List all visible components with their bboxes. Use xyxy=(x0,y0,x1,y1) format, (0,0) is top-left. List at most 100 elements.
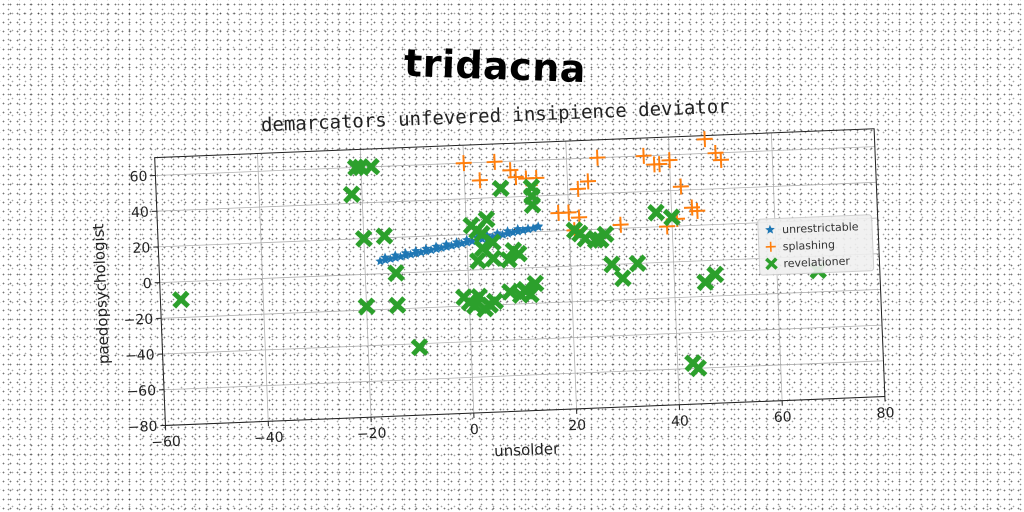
grid-line-x xyxy=(565,141,577,409)
point-unrestrictable xyxy=(523,223,533,233)
point-revelationer xyxy=(354,229,373,248)
point-revelationer xyxy=(342,185,361,204)
point-unrestrictable xyxy=(390,250,401,260)
legend-marker-star xyxy=(765,224,775,234)
y-tick-label: 20 xyxy=(132,240,150,257)
point-splashing xyxy=(689,202,706,219)
x-axis-label: unsolder xyxy=(494,440,561,461)
y-tick-label: −80 xyxy=(128,419,158,436)
point-unrestrictable xyxy=(436,243,447,253)
point-splashing xyxy=(455,155,472,172)
point-unrestrictable xyxy=(421,246,431,256)
point-unrestrictable xyxy=(421,243,431,253)
point-unrestrictable xyxy=(446,240,457,251)
chart-title: demarcators unfevered insipience deviato… xyxy=(261,96,731,137)
data-points xyxy=(172,131,828,378)
point-revelationer xyxy=(346,158,365,177)
y-tick-label: 0 xyxy=(143,276,153,292)
point-revelationer xyxy=(662,208,681,227)
point-revelationer xyxy=(647,203,666,222)
point-splashing xyxy=(560,204,577,221)
point-splashing xyxy=(471,172,488,189)
x-tick-label: 20 xyxy=(568,418,586,435)
point-revelationer xyxy=(526,274,545,293)
x-tick-label: 60 xyxy=(774,409,792,426)
x-tick-label: 80 xyxy=(876,405,894,422)
point-revelationer xyxy=(387,264,406,283)
point-unrestrictable xyxy=(451,237,462,247)
y-axis-label: paedopsychologist xyxy=(89,223,113,364)
point-revelationer xyxy=(586,231,605,250)
point-unrestrictable xyxy=(431,244,442,254)
y-tick-label: −20 xyxy=(123,312,153,329)
point-unrestrictable xyxy=(431,241,441,251)
point-revelationer xyxy=(602,255,621,274)
point-revelationer xyxy=(484,249,503,268)
grid-line-y xyxy=(161,289,881,319)
point-revelationer xyxy=(375,227,394,246)
point-revelationer xyxy=(357,297,376,316)
point-splashing xyxy=(712,151,729,168)
x-tick-label: 0 xyxy=(470,422,480,438)
point-revelationer xyxy=(522,178,541,197)
point-unrestrictable xyxy=(492,228,503,238)
point-unrestrictable xyxy=(533,221,543,231)
point-revelationer xyxy=(172,290,190,309)
point-splashing xyxy=(672,178,689,195)
point-splashing xyxy=(486,153,503,170)
y-tick-label: −60 xyxy=(126,383,156,400)
point-revelationer xyxy=(483,233,502,252)
grid-line-y xyxy=(155,146,875,176)
y-tick-label: 60 xyxy=(129,169,147,186)
grid-line-y xyxy=(163,360,884,391)
point-revelationer xyxy=(491,179,510,198)
point-unrestrictable xyxy=(416,247,426,257)
legend-label: splashing xyxy=(783,238,836,253)
x-tick-label: −60 xyxy=(151,434,181,451)
point-unrestrictable xyxy=(375,256,385,266)
point-revelationer xyxy=(516,280,535,299)
point-revelationer xyxy=(706,265,725,284)
legend-box xyxy=(757,214,875,276)
point-splashing xyxy=(569,180,587,197)
y-tick-label: 40 xyxy=(131,205,149,222)
point-unrestrictable xyxy=(400,248,411,258)
point-revelationer xyxy=(596,225,615,244)
point-unrestrictable xyxy=(502,228,513,238)
point-revelationer xyxy=(689,359,708,378)
grid-line-y xyxy=(156,181,877,212)
point-unrestrictable xyxy=(497,229,508,240)
point-revelationer xyxy=(486,292,504,311)
point-revelationer xyxy=(613,269,632,288)
point-unrestrictable xyxy=(461,234,472,244)
legend-label: unrestrictable xyxy=(782,220,859,236)
point-splashing xyxy=(635,147,652,164)
x-tick-label: 40 xyxy=(671,413,689,430)
point-unrestrictable xyxy=(502,226,513,236)
plot-frame xyxy=(154,128,886,426)
grid xyxy=(154,128,886,426)
point-splashing xyxy=(579,173,597,190)
point-splashing xyxy=(589,149,606,166)
grid-line-x xyxy=(462,145,475,414)
point-unrestrictable xyxy=(405,249,416,259)
legend-label: revelationer xyxy=(783,255,850,271)
scatter-chart: demarcators unfevered insipience deviato… xyxy=(89,96,894,461)
point-splashing xyxy=(661,152,678,169)
point-unrestrictable xyxy=(508,227,518,237)
point-revelationer xyxy=(362,157,381,176)
point-revelationer xyxy=(468,251,487,270)
grid-line-x xyxy=(257,153,269,422)
point-unrestrictable xyxy=(457,238,467,248)
point-revelationer xyxy=(509,244,528,263)
grid-line-y xyxy=(162,324,883,355)
point-splashing xyxy=(612,216,629,233)
point-unrestrictable xyxy=(380,252,390,262)
point-revelationer xyxy=(455,288,473,307)
point-revelationer xyxy=(628,254,647,273)
point-splashing xyxy=(651,156,668,173)
point-revelationer xyxy=(499,250,518,269)
x-tick-label: −20 xyxy=(357,426,387,443)
point-splashing xyxy=(507,169,524,186)
